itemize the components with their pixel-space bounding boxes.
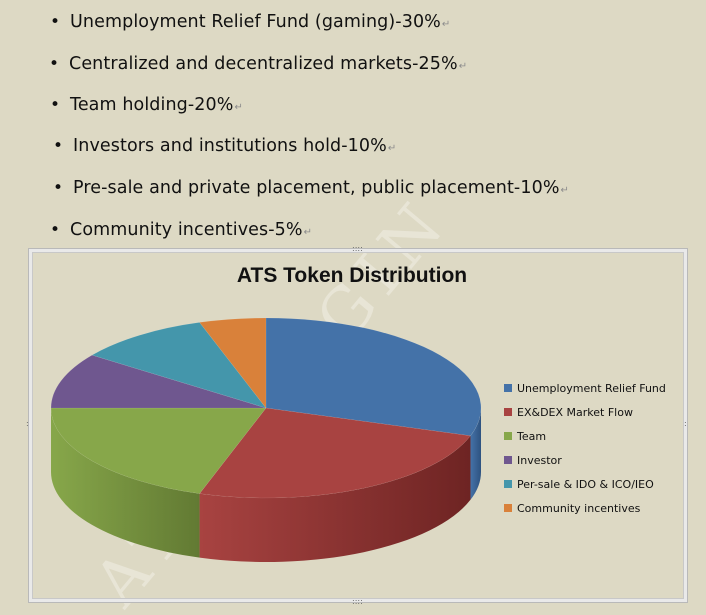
legend-item: Per-sale & IDO & ICO/IEO (504, 472, 666, 496)
legend-swatch (504, 480, 512, 488)
legend-label: Community incentives (517, 501, 641, 515)
bullet-item: • Centralized and decentralized markets-… (49, 54, 468, 74)
pie-slice-side (199, 435, 471, 562)
paragraph-mark-icon: ↵ (303, 227, 313, 238)
legend-swatch (504, 456, 512, 464)
paragraph-mark-icon: ↵ (234, 102, 243, 113)
bullet-text: Pre-sale and private placement, public p… (73, 178, 560, 198)
bullet-item: • Pre-sale and private placement, public… (53, 178, 570, 198)
legend-item: EX&DEX Market Flow (504, 400, 666, 424)
pie-slice-side (470, 408, 481, 500)
bullet-dot: • (50, 12, 61, 32)
bullet-item: • Unemployment Relief Fund (gaming)-30%↵ (50, 12, 451, 32)
bullet-text: Unemployment Relief Fund (gaming)-30% (70, 12, 441, 32)
chart-title: ATS Token Distribution (236, 264, 468, 287)
legend-item: Unemployment Relief Fund (504, 376, 666, 400)
legend-swatch (504, 408, 512, 416)
chart-legend: Unemployment Relief Fund EX&DEX Market Fl… (504, 376, 666, 520)
chart-frame[interactable] (28, 248, 688, 603)
legend-item: Team (504, 424, 666, 448)
paragraph-mark-icon: ↵ (441, 19, 451, 30)
legend-label: Per-sale & IDO & ICO/IEO (517, 477, 654, 491)
bullet-text: Centralized and decentralized markets-25… (69, 54, 458, 74)
legend-label: Investor (517, 453, 562, 467)
legend-swatch (504, 504, 512, 512)
pie-slice-side (51, 408, 200, 558)
legend-swatch (504, 384, 512, 392)
pie-slice-6 (199, 317, 267, 409)
legend-item: Community incentives (504, 496, 666, 520)
pie-slice-4 (50, 354, 267, 409)
legend-label: EX&DEX Market Flow (517, 405, 633, 419)
legend-label: Team (517, 429, 547, 443)
pie-slice-1 (265, 317, 482, 437)
pie-side-walls (51, 408, 481, 562)
bullet-text: Team holding-20% (70, 95, 234, 115)
resize-handle-left[interactable]: : (26, 419, 29, 428)
resize-handle-top[interactable]: :::: (352, 244, 363, 253)
legend-swatch (504, 432, 512, 440)
resize-handle-right[interactable]: : (684, 419, 687, 428)
bullet-text: Community incentives-5% (70, 220, 303, 240)
pie-slice-3 (50, 407, 267, 494)
pie-slice-5 (91, 322, 267, 409)
paragraph-mark-icon: ↵ (387, 143, 397, 154)
pie-slice-2 (199, 407, 471, 499)
bullet-item: • Investors and institutions hold-10%↵ (53, 136, 397, 156)
bullet-item: • Team holding-20%↵ (50, 95, 243, 115)
bullet-dot: • (50, 95, 61, 115)
paragraph-mark-icon: ↵ (560, 185, 570, 196)
bullet-item: • Community incentives-5%↵ (50, 220, 313, 240)
paragraph-mark-icon: ↵ (458, 61, 468, 72)
bullet-dot: • (53, 178, 64, 198)
resize-handle-bottom[interactable]: :::: (352, 597, 363, 606)
bullet-dot: • (53, 136, 64, 156)
bullet-dot: • (50, 220, 61, 240)
bullet-text: Investors and institutions hold-10% (73, 136, 387, 156)
legend-label: Unemployment Relief Fund (517, 381, 666, 395)
legend-item: Investor (504, 448, 666, 472)
bullet-dot: • (49, 54, 60, 74)
